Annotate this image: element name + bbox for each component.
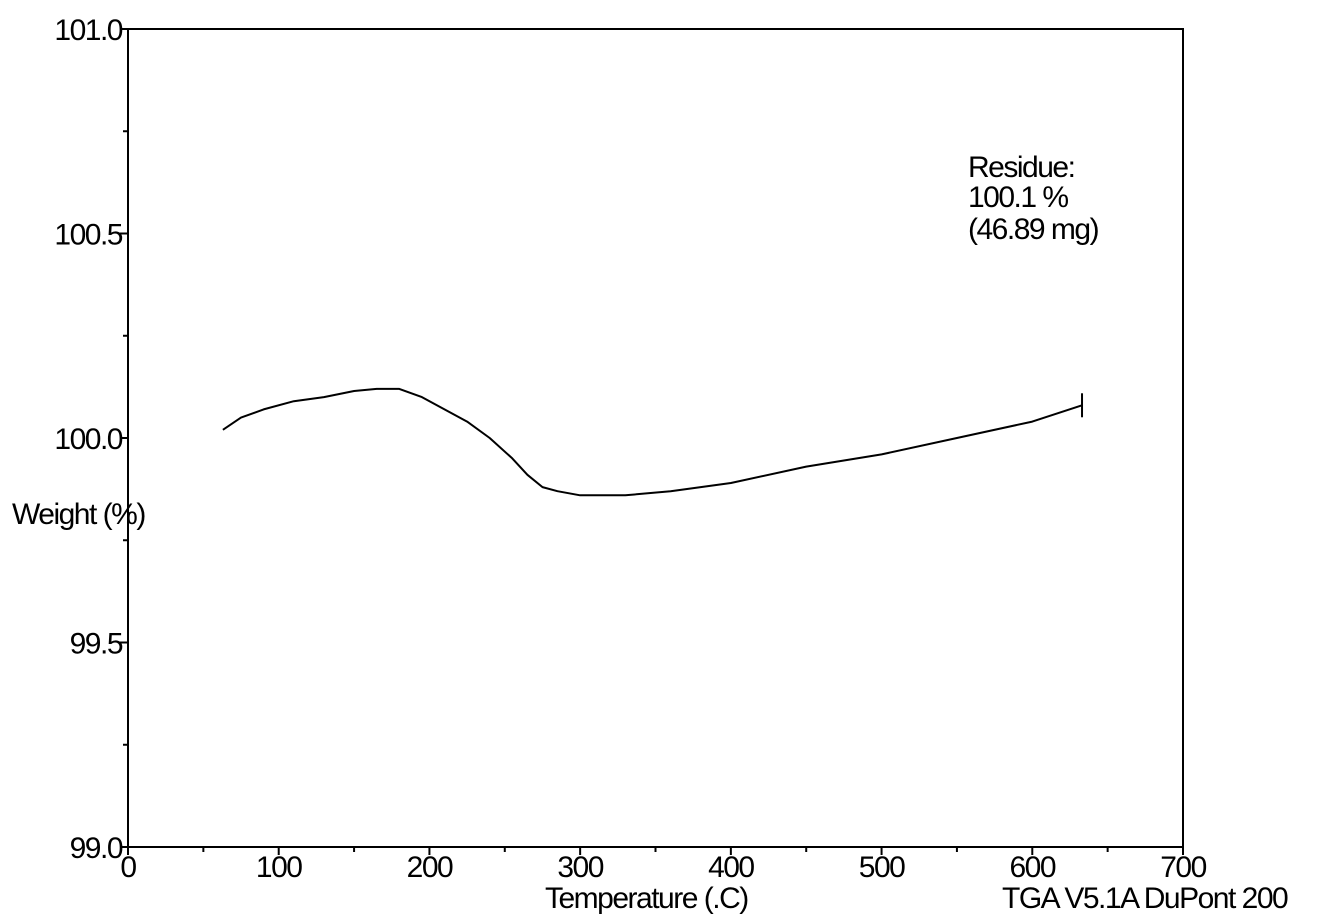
residue-annotation: Residue: 100.1 % (46.89 mg) [968,151,1100,246]
y-axis-ticks [120,28,128,848]
series-layer [222,387,1084,497]
y-tick-label: 99.0 [70,832,123,865]
x-tick-label: 200 [407,851,453,884]
y-tick-label: 100.5 [54,219,122,252]
x-tick-label: 0 [120,851,136,884]
x-tick-label: 700 [1160,851,1206,884]
residue-annotation-line-2: 100.1 % [968,181,1068,214]
x-tick-label: 400 [708,851,754,884]
x-tick-label: 600 [1010,851,1056,884]
residue-annotation-line-1: Residue: [968,151,1074,184]
x-tick-label: 300 [557,851,603,884]
x-tick-label: 500 [859,851,905,884]
y-tick-label: 100.0 [54,423,122,456]
x-axis-title: Temperature (.C) [545,882,748,915]
y-axis-tick-labels: 99.0 99.5 100.0 100.5 101.0 [54,14,124,865]
x-axis-ticks [127,847,1184,855]
footer-label: TGA V5.1A DuPont 200 [1002,882,1288,915]
y-tick-label: 101.0 [54,14,122,47]
y-axis-title: Weight (%) [12,498,145,531]
x-axis-tick-labels: 0 100 200 300 400 500 600 700 [120,851,1208,884]
x-tick-label: 100 [256,851,302,884]
residue-annotation-line-3: (46.89 mg) [968,213,1099,246]
weight-curve [222,387,1083,497]
y-tick-label: 99.5 [70,628,123,661]
